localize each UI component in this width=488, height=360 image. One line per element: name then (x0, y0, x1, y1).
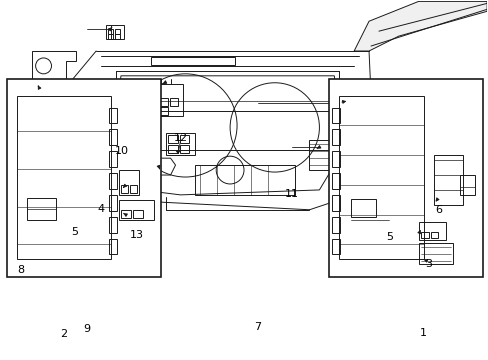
Bar (160, 98, 167, 105)
Bar (339, 96, 423, 260)
Bar (119, 170, 139, 195)
Bar (7, 79, 161, 277)
Bar (109, 129, 117, 145)
Bar (108, 34, 113, 39)
Bar (332, 239, 340, 255)
Text: 1: 1 (419, 328, 426, 338)
Bar (27, 198, 56, 220)
Text: 5: 5 (71, 227, 78, 237)
Bar (332, 195, 340, 211)
Bar (346, 84, 360, 105)
Bar (332, 173, 340, 189)
Bar (158, 84, 183, 116)
Bar (115, 34, 120, 39)
Bar (429, 231, 438, 238)
Bar (121, 210, 131, 218)
Bar (109, 239, 117, 255)
Bar (133, 210, 142, 218)
Bar (121, 185, 128, 193)
Bar (179, 145, 189, 153)
Bar (195, 165, 294, 195)
Bar (418, 222, 446, 239)
Bar (167, 135, 177, 143)
Bar (109, 217, 117, 233)
Bar (420, 231, 427, 238)
Text: 7: 7 (254, 322, 261, 332)
Bar (179, 135, 189, 143)
Bar (109, 108, 117, 123)
Text: 8: 8 (17, 265, 24, 275)
Bar (130, 185, 137, 193)
Text: 10: 10 (115, 146, 129, 156)
Bar (309, 140, 353, 170)
Text: 9: 9 (83, 324, 90, 334)
Bar (332, 108, 340, 123)
Text: 4: 4 (98, 203, 105, 213)
Bar (165, 133, 195, 155)
Text: 6: 6 (434, 205, 441, 215)
Text: 5: 5 (386, 232, 393, 242)
Bar (109, 151, 117, 167)
Text: 3: 3 (425, 259, 431, 269)
Bar (350, 199, 375, 217)
Bar (109, 195, 117, 211)
Bar (17, 96, 111, 260)
Bar (160, 107, 167, 114)
Bar (150, 57, 235, 65)
Bar (115, 29, 120, 34)
Bar (332, 217, 340, 233)
Bar (108, 29, 113, 34)
Text: 2: 2 (61, 329, 67, 339)
Polygon shape (353, 1, 486, 51)
Bar (106, 25, 123, 39)
Text: 11: 11 (285, 189, 299, 199)
Bar (418, 243, 452, 264)
Bar (332, 129, 340, 145)
Bar (332, 151, 340, 167)
Bar (169, 98, 177, 105)
Bar (167, 145, 177, 153)
Text: 13: 13 (129, 230, 143, 240)
Bar (433, 155, 462, 205)
Text: 12: 12 (173, 133, 187, 143)
Bar (119, 200, 153, 220)
Bar (328, 79, 482, 277)
Bar (459, 175, 474, 195)
Bar (109, 173, 117, 189)
